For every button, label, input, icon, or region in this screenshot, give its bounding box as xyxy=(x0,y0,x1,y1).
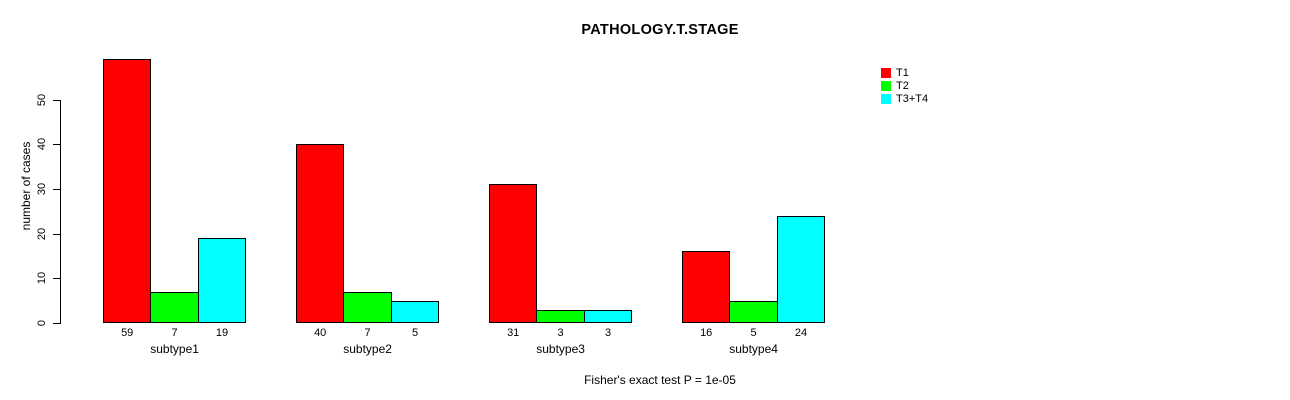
bar-t2-subtype4 xyxy=(729,300,778,323)
bar-t1-subtype2 xyxy=(296,144,345,323)
bar-value-label: 3 xyxy=(557,327,564,339)
bar-value-label: 19 xyxy=(215,327,229,339)
bar-t2-subtype1 xyxy=(150,291,199,323)
bar-value-label: 16 xyxy=(700,327,713,339)
bar-value-label: 24 xyxy=(794,327,808,339)
legend-item: T1 xyxy=(881,66,928,79)
legend-label: T3+T4 xyxy=(896,92,929,105)
bar-value-label: 5 xyxy=(750,327,757,339)
bar-t3t4-subtype1 xyxy=(197,238,247,323)
bar-value-label: 7 xyxy=(171,327,178,339)
legend-item: T2 xyxy=(881,79,928,92)
legend-item: T3+T4 xyxy=(881,92,928,105)
y-axis-label: number of cases xyxy=(19,141,33,231)
bar-value-label: 3 xyxy=(604,327,612,339)
bar-t2-subtype2 xyxy=(343,291,392,323)
bar-t1-subtype4 xyxy=(682,251,731,323)
y-tick-label: 10 xyxy=(36,271,48,285)
y-axis-tick xyxy=(53,189,60,190)
category-label-subtype1: subtype1 xyxy=(150,342,199,356)
annotation-text: Fisher's exact test P = 1e-05 xyxy=(584,373,736,387)
bar-value-label: 31 xyxy=(507,327,520,339)
y-axis-tick xyxy=(53,323,60,324)
y-tick-label: 0 xyxy=(36,319,48,327)
category-label-subtype2: subtype2 xyxy=(343,342,392,356)
y-tick-label: 20 xyxy=(36,227,48,241)
bar-value-label: 7 xyxy=(364,327,371,339)
y-tick-label: 30 xyxy=(36,182,48,196)
bar-value-label: 40 xyxy=(314,327,327,339)
bar-t3t4-subtype3 xyxy=(583,309,633,323)
y-axis-tick xyxy=(53,234,60,235)
legend-label: T1 xyxy=(896,66,909,79)
legend-swatch-icon xyxy=(881,67,891,78)
legend-label: T2 xyxy=(896,79,909,92)
y-axis-tick xyxy=(53,100,60,101)
y-tick-label: 50 xyxy=(36,93,48,107)
bar-value-label: 5 xyxy=(411,327,419,339)
bar-t2-subtype3 xyxy=(536,309,585,323)
category-label-subtype3: subtype3 xyxy=(536,342,585,356)
bar-t1-subtype1 xyxy=(103,59,152,323)
y-axis-tick xyxy=(53,278,60,279)
y-axis-tick xyxy=(53,144,60,145)
legend-swatch-icon xyxy=(881,80,891,91)
chart-title: PATHOLOGY.T.STAGE xyxy=(581,22,739,38)
legend-swatch-icon xyxy=(881,93,891,104)
bar-t1-subtype3 xyxy=(489,184,538,323)
legend: T1 T2 T3+T4 xyxy=(881,66,928,105)
category-label-subtype4: subtype4 xyxy=(729,342,778,356)
y-axis-line xyxy=(60,99,61,324)
y-tick-label: 40 xyxy=(36,137,48,151)
bar-t3t4-subtype4 xyxy=(776,215,826,323)
bar-t3t4-subtype2 xyxy=(390,300,440,323)
bar-value-label: 59 xyxy=(121,327,134,339)
